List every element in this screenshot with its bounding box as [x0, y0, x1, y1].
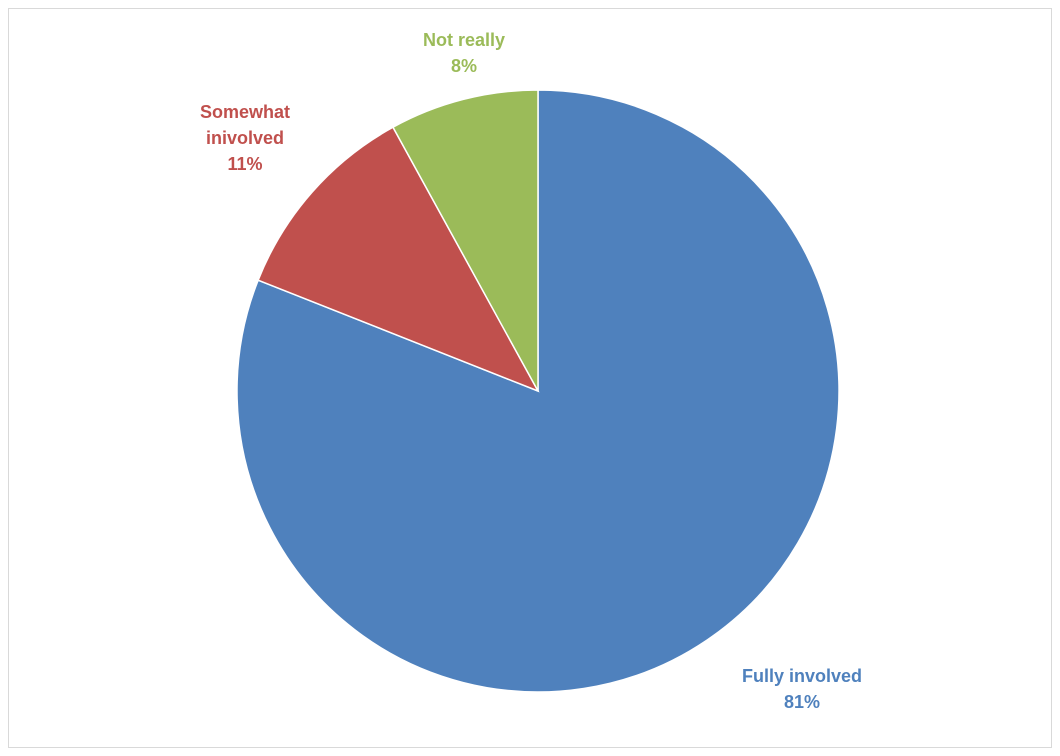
- slice-category-label: Fully involved: [742, 666, 862, 686]
- slice-value-label: 81%: [784, 692, 820, 712]
- pie-labels: Fully involved 81% Somewhat inivolved 11% Not…: [200, 30, 862, 712]
- slice-label-1: Somewhat inivolved 11%: [200, 102, 290, 174]
- pie-slices: [236, 89, 840, 693]
- slice-value-label: 8%: [451, 56, 477, 76]
- pie-slice-1: [257, 126, 540, 393]
- slice-value-label: 11%: [227, 154, 262, 174]
- slice-category-label: Not really: [423, 30, 505, 50]
- pie-slice-0: [236, 89, 840, 693]
- slice-label-0: Fully involved 81%: [742, 666, 862, 712]
- pie-slice-2: [391, 89, 539, 392]
- slice-category-label: Somewhat: [200, 102, 290, 122]
- slice-category-label: inivolved: [206, 128, 284, 148]
- slice-label-2: Not really 8%: [423, 30, 505, 76]
